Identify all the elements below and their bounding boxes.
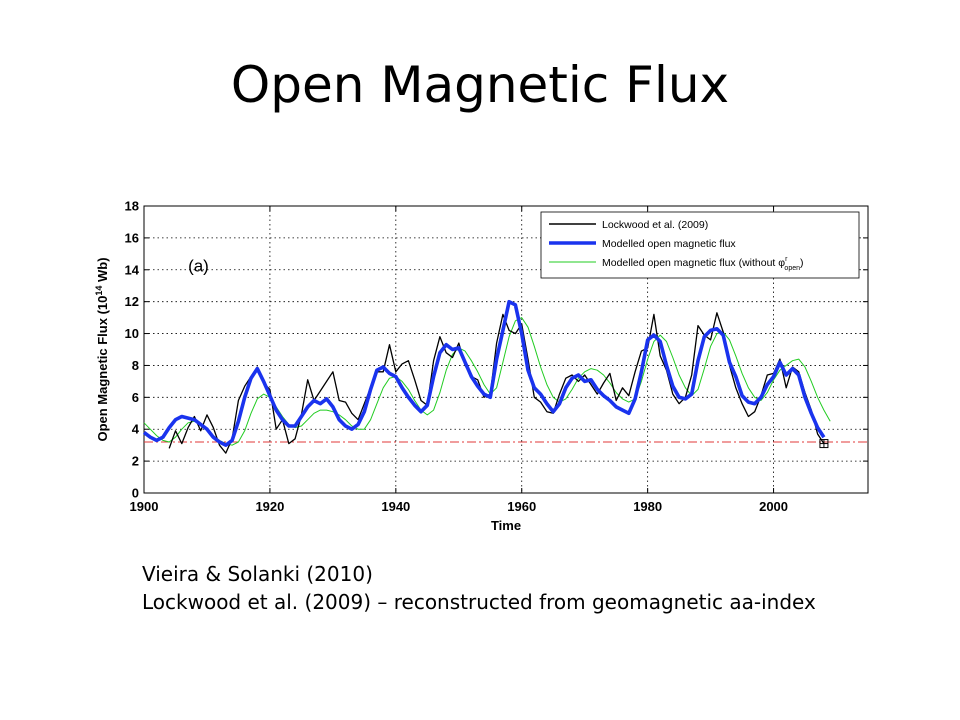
legend-entry-superscript: r (785, 256, 788, 263)
x-tick-label: 1960 (507, 499, 536, 514)
y-tick-label: 18 (125, 199, 139, 214)
caption-citation: Vieira & Solanki (2010) (142, 562, 373, 586)
y-axis-label: Open Magnetic Flux (1014 Wb) (94, 257, 110, 441)
y-tick-label: 8 (132, 358, 139, 373)
legend-box (540, 211, 860, 279)
legend-entry-modelled: Modelled open magnetic flux (602, 238, 736, 250)
y-axis-label-unit: Wb) (95, 257, 110, 285)
x-axis-label: Time (491, 518, 521, 533)
legend: Lockwood et al. (2009) Modelled open mag… (540, 211, 860, 279)
y-tick-label: 4 (132, 422, 140, 437)
y-tick-label: 6 (132, 390, 139, 405)
y-tick-label: 16 (125, 230, 139, 245)
series-line-lockwood (168, 312, 825, 454)
y-tick-label: 14 (125, 262, 140, 277)
y-tick-label: 2 (132, 454, 139, 469)
legend-entry-tail: ) (800, 257, 804, 269)
x-tick-label: 1980 (633, 499, 662, 514)
legend-entry-subscript: open (784, 265, 800, 272)
x-tick-label: 1900 (130, 499, 159, 514)
y-tick-label: 10 (125, 326, 139, 341)
caption: Vieira & Solanki (2010) Lockwood et al. … (142, 560, 816, 616)
series-layer (142, 299, 831, 454)
x-tick-label: 1940 (381, 499, 410, 514)
y-axis-label-main: Open Magnetic Flux (10 (95, 296, 110, 442)
y-tick-label: 0 (132, 486, 139, 501)
tick-labels: 1900 1920 1940 1960 1980 2000 0 2 4 6 8 10 12 14 16 18 (125, 199, 868, 514)
caption-description: Lockwood et al. (2009) – reconstructed f… (142, 590, 816, 614)
x-tick-label: 2000 (759, 499, 788, 514)
slide-title: Open Magnetic Flux (230, 56, 730, 114)
series-line-modelled-without (143, 317, 831, 446)
flux-chart-svg: 1900 1920 1940 1960 1980 2000024681012141618 … (94, 199, 869, 533)
legend-entry-modelled-without-main: Modelled open magnetic flux (without φ (602, 257, 785, 269)
panel-label: (a) (188, 256, 209, 275)
x-tick-label: 1920 (255, 499, 284, 514)
flux-chart: 1900 1920 1940 1960 1980 2000 0 2 4 6 8 10 12 14 16 18 … (88, 190, 878, 540)
y-axis-label-exponent: 14 (94, 286, 104, 296)
plot-frame (143, 205, 869, 494)
end-marker (819, 439, 829, 449)
legend-entry-lockwood: Lockwood et al. (2009) (602, 219, 708, 231)
legend-entry-modelled-without: Modelled open magnetic flux (without φr o… (602, 256, 804, 272)
series-line-modelled (142, 299, 826, 447)
y-tick-label: 12 (125, 294, 139, 309)
